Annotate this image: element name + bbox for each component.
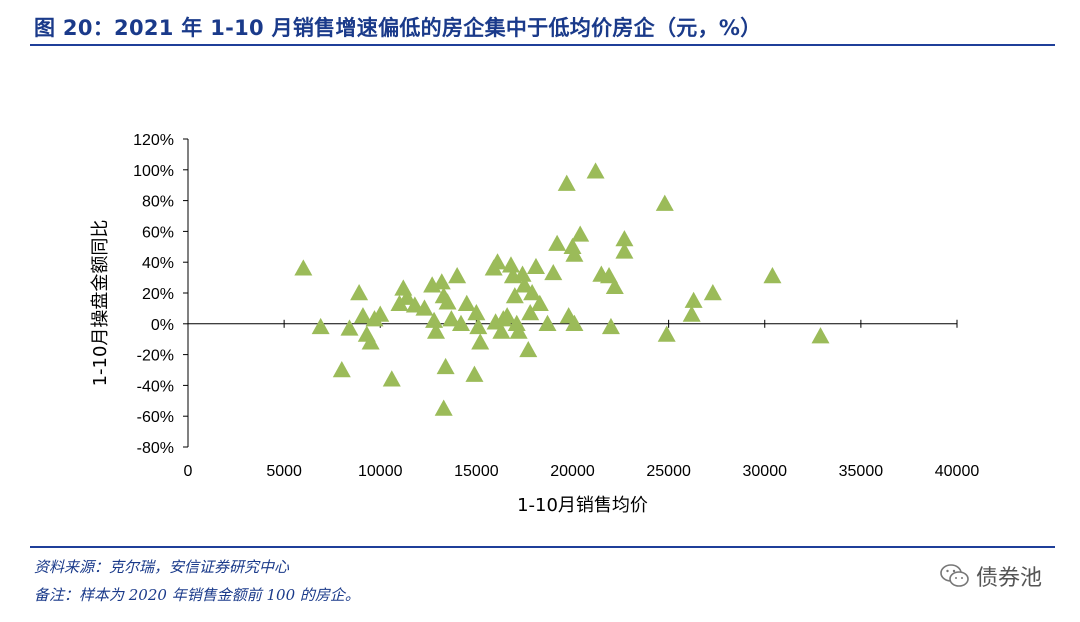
data-point — [684, 291, 703, 308]
data-point — [657, 325, 676, 342]
data-point — [432, 273, 451, 290]
x-tick-label: 40000 — [935, 463, 980, 480]
data-point — [340, 319, 359, 336]
data-point — [655, 194, 674, 211]
data-point — [471, 333, 490, 350]
data-point — [436, 357, 455, 375]
data-point — [615, 242, 634, 259]
y-tick-label: 60% — [142, 224, 174, 241]
data-point — [605, 277, 624, 295]
data-point — [557, 174, 576, 191]
data-point — [615, 230, 634, 247]
x-tick-label: 20000 — [550, 463, 595, 480]
data-point — [538, 314, 557, 331]
title-divider — [30, 44, 1055, 46]
data-point — [586, 162, 605, 179]
data-point — [519, 340, 538, 358]
data-point — [600, 267, 619, 284]
data-point — [405, 296, 424, 313]
x-tick-label: 15000 — [454, 463, 499, 480]
data-point — [361, 333, 380, 350]
data-point — [563, 237, 582, 254]
data-point — [515, 276, 534, 293]
x-tick-label: 25000 — [646, 463, 691, 480]
data-point — [507, 314, 526, 331]
data-point — [565, 245, 584, 262]
data-point — [451, 314, 470, 331]
x-tick-label: 30000 — [743, 463, 788, 480]
data-point — [682, 305, 701, 322]
y-tick-label: 120% — [133, 132, 174, 149]
data-point — [763, 267, 782, 284]
scatter-chart: 120% 100% 80% 60% 40% 20% 0% -20% -40% -60% -80% 0 5… — [90, 132, 979, 516]
data-point — [501, 256, 520, 273]
data-point — [415, 299, 434, 316]
chart-axes: 120% 100% 80% 60% 40% 20% 0% -20% -40% -60% -80% 0 5… — [133, 132, 979, 480]
data-point — [398, 288, 417, 305]
x-tick-label: 5000 — [266, 463, 302, 480]
data-point — [465, 365, 484, 382]
data-point — [509, 322, 528, 339]
y-tick-label: -40% — [137, 378, 174, 395]
data-point — [565, 314, 584, 331]
data-point — [332, 361, 351, 378]
x-tick-label: 35000 — [839, 463, 884, 480]
data-point — [448, 267, 467, 284]
x-tick-label: 10000 — [358, 463, 403, 480]
data-point — [811, 327, 830, 344]
footer-divider — [30, 546, 1055, 548]
sample-note: 备注：样本为 2020 年销售金额前 100 的房企。 — [34, 586, 360, 604]
y-tick-label: -60% — [137, 409, 174, 426]
data-point — [442, 310, 461, 327]
data-point — [530, 294, 549, 311]
watermark-text: 债券池 — [976, 566, 1043, 591]
data-point — [311, 317, 330, 335]
data-point — [457, 294, 476, 311]
data-point — [371, 305, 390, 322]
y-tick-label: 0% — [151, 317, 174, 334]
chart-points — [294, 162, 830, 416]
data-point — [523, 284, 542, 301]
data-point — [425, 311, 444, 328]
data-point — [294, 259, 313, 276]
data-point — [350, 284, 369, 301]
x-axis-label: 1-10月销售均价 — [517, 495, 648, 516]
data-point — [382, 370, 401, 387]
data-point — [548, 234, 567, 251]
data-point — [513, 265, 532, 282]
data-point — [434, 399, 453, 416]
data-point — [469, 317, 488, 335]
y-tick-label: 40% — [142, 255, 174, 272]
y-tick-label: -20% — [137, 348, 174, 365]
data-point — [353, 307, 372, 324]
data-point — [703, 284, 722, 301]
x-tick-label: 0 — [184, 463, 193, 480]
y-tick-label: -80% — [137, 440, 174, 457]
data-point — [498, 307, 517, 324]
data-point — [488, 253, 507, 270]
y-tick-label: 100% — [133, 163, 174, 180]
data-point — [601, 317, 620, 335]
y-tick-label: 20% — [142, 286, 174, 303]
data-point — [427, 322, 446, 339]
data-point — [544, 263, 563, 281]
watermark: 债券池 — [940, 560, 1042, 592]
data-point — [526, 257, 545, 275]
data-point — [492, 322, 511, 339]
data-point — [438, 293, 457, 310]
data-point — [467, 304, 486, 321]
data-point — [505, 287, 524, 304]
y-axis-label: 1-10月操盘金额同比 — [90, 220, 111, 387]
source-note: 资料来源：克尔瑞，安信证券研究中心 — [34, 558, 290, 576]
y-tick-label: 80% — [142, 194, 174, 211]
data-point — [571, 225, 590, 242]
wechat-icon — [940, 564, 969, 587]
data-point — [521, 304, 540, 321]
chart-title: 图 20：2021 年 1-10 月销售增速偏低的房企集中于低均价房企（元，%） — [34, 16, 762, 40]
